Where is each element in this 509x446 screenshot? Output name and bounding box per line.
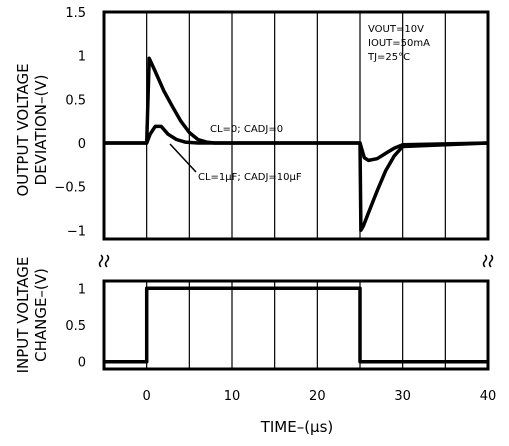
top-y-tick-label: −1	[67, 224, 86, 239]
top-y-tick-label: −0.5	[54, 181, 86, 196]
top-gridlines	[146, 12, 446, 239]
y-axis-label-bottom-line2: CHANGE–(V)	[32, 268, 50, 362]
top-y-tick-label: 0.5	[65, 93, 86, 108]
y-axis-label-top-line2: DEVIATION–(V)	[32, 75, 50, 186]
y-axis-label-bottom-line1: INPUT VOLTAGE	[14, 257, 32, 374]
condition-vout: VOUT=10V	[368, 24, 424, 35]
top-y-tick-label: 0	[78, 137, 86, 152]
bottom-series-0-line	[104, 286, 488, 364]
x-tick-labels: 0 10 20 30 40	[143, 389, 497, 404]
axis-break-marks	[98, 254, 494, 268]
x-axis-label: TIME–(μs)	[260, 418, 334, 436]
top-series-1-line	[104, 124, 489, 163]
annotation-cl1-leader	[169, 143, 197, 173]
right-axis-break	[482, 254, 494, 268]
annotation-cl1: CL=1μF; CADJ=10μF	[198, 172, 302, 183]
top-y-tick-label: 1	[78, 50, 86, 65]
bottom-plot-frame	[102, 279, 490, 371]
bottom-y-tick-label: 1	[78, 282, 86, 297]
top-y-tick-label: 1.5	[65, 6, 86, 21]
bottom-y-tick-labels: 10.50	[65, 282, 86, 370]
x-tick-label: 20	[309, 389, 326, 404]
annotation-cl0: CL=0; CADJ=0	[210, 124, 283, 135]
output-deviation-panel: 1.5 1 0.5 0 −0.5 −1 OUTPUT VOLTAGE DEVIATION–…	[14, 6, 490, 241]
condition-iout: IOUT=50mA	[368, 38, 430, 49]
x-tick-label: 30	[394, 389, 411, 404]
top-series-lines	[104, 56, 489, 233]
top-plot-frame	[102, 10, 490, 241]
x-tick-label: 10	[224, 389, 241, 404]
bottom-gridlines	[146, 281, 446, 369]
left-axis-break	[98, 254, 110, 268]
bottom-y-tick-label: 0	[78, 356, 86, 371]
bottom-y-tick-label: 0.5	[65, 319, 86, 334]
input-change-panel: 10.50 0 10 20 30 40 INPUT VOLTAGE CHANGE–(V)…	[14, 257, 496, 436]
condition-tj: TJ=25°C	[367, 52, 410, 63]
top-y-tick-labels: 1.5 1 0.5 0 −0.5 −1	[54, 6, 86, 239]
x-tick-label: 40	[480, 389, 497, 404]
x-tick-label: 0	[143, 389, 151, 404]
y-axis-label-top-line1: OUTPUT VOLTAGE	[14, 63, 32, 196]
bottom-series-lines	[104, 286, 488, 364]
